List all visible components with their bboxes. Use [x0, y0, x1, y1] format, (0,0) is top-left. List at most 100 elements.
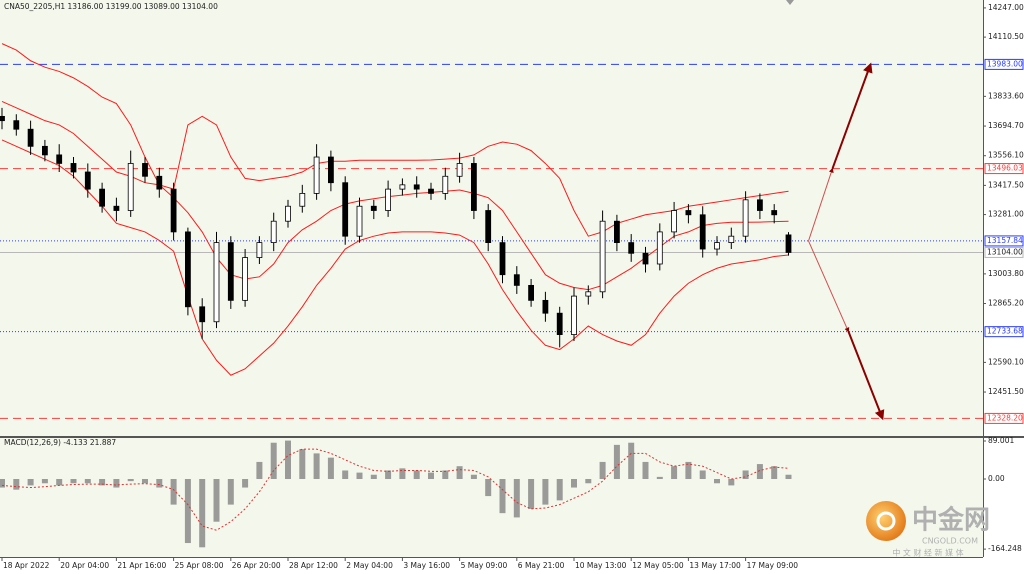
candle-body [170, 188, 177, 233]
macd-bar [0, 479, 5, 488]
logo-icon [876, 511, 896, 531]
macd-title: MACD(12,26,9) -4.133 21.887 [4, 438, 116, 447]
shift-marker [786, 0, 794, 5]
candle-body [285, 205, 291, 222]
x-tick-label: 26 Apr 20:00 [232, 561, 281, 570]
candle-body [142, 163, 148, 177]
level-label-box [984, 326, 1024, 338]
y-tick-label: 14247.00 [988, 3, 1024, 12]
candle-body [757, 199, 763, 211]
y-tick-label: 0.00 [988, 474, 1005, 483]
bollinger-lower [1, 139, 789, 376]
projection-arrow [831, 62, 873, 169]
candle-body [628, 242, 635, 254]
x-tick-label: 13 May 17:00 [689, 561, 741, 570]
level-label-box [984, 58, 1024, 70]
x-tick-label: 17 May 09:00 [747, 561, 799, 570]
macd-bar [113, 479, 120, 488]
candle-body [13, 120, 20, 130]
macd-bar [499, 479, 506, 514]
macd-bar [642, 461, 649, 480]
candle-body [699, 214, 706, 250]
candle-body [785, 234, 792, 253]
chart-title: CNA50_2205,H1 13186.00 13199.00 13089.00… [4, 2, 218, 11]
macd-bar [671, 466, 678, 480]
y-tick-label: 13281.00 [988, 210, 1024, 219]
candle-body [356, 205, 363, 237]
candle-body [213, 242, 220, 323]
candle-body [714, 242, 720, 250]
level-label: 13496.03 [987, 164, 1023, 173]
macd-bar [513, 479, 520, 518]
candle-body [556, 312, 563, 335]
macd-bar [142, 479, 148, 484]
candle-body [442, 175, 449, 194]
macd-bar [528, 479, 535, 509]
macd-bar [599, 461, 606, 480]
candle-body [156, 175, 163, 190]
y-tick-label: 13833.60 [988, 91, 1024, 100]
candle-body [456, 163, 463, 177]
y-tick-label: 89.001 [988, 436, 1014, 445]
macd-bar [385, 470, 392, 480]
level-label: 12733.68 [987, 327, 1023, 336]
macd-bar [27, 479, 34, 486]
bollinger-upper [1, 43, 789, 237]
y-tick-label: 12590.10 [988, 357, 1024, 366]
candle-body [99, 188, 105, 207]
macd-bar [127, 479, 134, 482]
level-label: 13157.84 [987, 236, 1023, 245]
macd-bar [485, 479, 492, 497]
macd-bar [299, 449, 306, 480]
candle-body [513, 274, 520, 286]
projection-arrow [808, 167, 834, 242]
macd-pane [0, 438, 983, 557]
macd-bar [356, 472, 363, 480]
candle-body [585, 291, 592, 297]
x-tick-label: 12 May 05:00 [632, 561, 684, 570]
candle-body [70, 163, 77, 173]
x-tick-label: 6 May 21:00 [518, 561, 565, 570]
macd-bar [585, 479, 592, 484]
candle-body [27, 128, 34, 147]
macd-bar [628, 442, 635, 480]
candle-body [299, 192, 306, 207]
level-label-box [984, 235, 1024, 247]
x-tick-label: 28 Apr 12:00 [289, 561, 338, 570]
candle-body [685, 210, 692, 216]
x-tick-label: 21 Apr 16:00 [117, 561, 166, 570]
macd-bar [242, 479, 249, 488]
candle-body [742, 199, 749, 237]
candle-body [385, 188, 392, 211]
candle-body [399, 184, 406, 190]
macd-bar [313, 453, 320, 480]
candle-body [113, 205, 120, 211]
logo-brand: 中金网 [912, 505, 990, 536]
candle-body [56, 154, 63, 164]
macd-bar [399, 468, 406, 480]
y-tick-label: 13417.50 [988, 180, 1024, 189]
macd-bar [13, 479, 20, 490]
macd-bar [556, 479, 563, 501]
macd-bar [785, 474, 792, 480]
macd-bar [70, 479, 77, 484]
candle-body [428, 188, 434, 194]
macd-bar [742, 470, 749, 480]
macd-bar [442, 470, 449, 480]
macd-bar [184, 479, 191, 544]
macd-bar [756, 464, 763, 480]
candle-body [599, 220, 606, 293]
macd-bar [699, 470, 706, 480]
candle-body [614, 220, 620, 244]
candle-body [642, 252, 649, 265]
candle-body [256, 242, 263, 258]
macd-bar [199, 479, 206, 548]
y-tick-label: 13556.10 [988, 151, 1024, 160]
y-tick-label: -164.248 [988, 544, 1022, 553]
candle-body [542, 299, 549, 314]
candle-body [728, 235, 735, 244]
macd-bar [41, 479, 48, 484]
candle-body [771, 210, 778, 216]
macd-bar [56, 479, 63, 486]
